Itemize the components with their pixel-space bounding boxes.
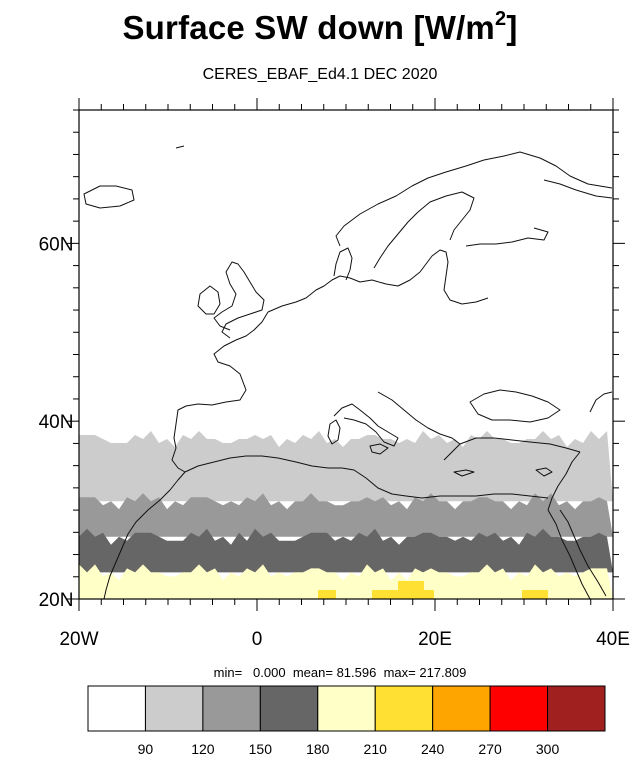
coastline-ireland (197, 285, 221, 315)
coastline-north-africa (184, 455, 549, 499)
field-patch-210-240 (372, 590, 434, 599)
field-patch-210-240 (398, 581, 424, 590)
colorbar-label: 240 (421, 741, 445, 757)
colorbar-labels: 90 120 150 180 210 240 270 300 (138, 741, 560, 757)
colorbar-label: 120 (191, 741, 215, 757)
chart-title: Surface SW down [W/m2] (122, 8, 518, 46)
x-tick-label: 40E (596, 629, 630, 650)
coastline-levant (547, 451, 581, 511)
axis-ticks (67, 98, 625, 611)
chart-subtitle: CERES_EBAF_Ed4.1 DEC 2020 (202, 66, 438, 83)
stats-line: min= 0.000 mean= 81.596 max= 217.809 (213, 665, 467, 680)
coastline-iceland (83, 185, 135, 209)
field-band-150-180 (79, 528, 613, 573)
colorbar-box (144, 685, 204, 732)
sw-field (79, 110, 613, 599)
colorbar-label: 150 (249, 741, 273, 757)
coastline-turkey (459, 437, 581, 453)
coastline-red-sea-east (559, 509, 607, 597)
colorbar-label: 180 (306, 741, 330, 757)
field-band-120-150 (79, 493, 613, 537)
colorbar-box (547, 685, 606, 732)
coastline-sardinia (327, 419, 341, 445)
x-tick-label: 20W (59, 629, 98, 650)
colorbar-box (374, 685, 434, 732)
colorbar-box (432, 685, 491, 732)
colorbar-label: 90 (138, 741, 154, 757)
coastline-crete (453, 469, 475, 477)
field-band-180-210 (79, 564, 613, 599)
field-patch-210-240 (522, 590, 548, 599)
colorbar-box (317, 685, 376, 732)
field-band-90-120 (79, 430, 613, 502)
coastline-uk (213, 261, 265, 339)
coastline-red-sea (547, 509, 591, 599)
coastline-north-sea (267, 271, 421, 313)
coastline-russia-north (543, 179, 613, 199)
coastline-italy (333, 403, 399, 447)
coastline-black-sea (469, 389, 561, 423)
y-tick-label: 40N (39, 412, 74, 433)
colorbar-label: 300 (536, 741, 560, 757)
colorbar-box (489, 685, 549, 732)
coastline-balkans (377, 391, 461, 461)
coastlines (83, 145, 613, 599)
axis-tick-labels: 20W 0 20E 40E 20N 40N 60N (39, 234, 630, 650)
coastline-scandinavia (335, 151, 613, 247)
colorbar (87, 685, 606, 732)
x-tick-label: 20E (418, 629, 452, 650)
colorbar-box (87, 685, 146, 732)
y-tick-label: 20N (39, 590, 74, 611)
coastline-sicily (369, 443, 389, 455)
field-patch-210-240 (318, 590, 336, 599)
colorbar-label: 210 (364, 741, 388, 757)
coastline-iberia-france (171, 311, 269, 473)
coastline-svalbard-arc (175, 145, 185, 149)
coastline-denmark (333, 247, 353, 281)
coastline-sweden (373, 191, 475, 269)
coastline-morocco-west (103, 471, 186, 599)
x-tick-label: 0 (252, 629, 263, 650)
coastline-gulf-finland (465, 227, 549, 247)
colorbar-box (259, 685, 319, 732)
coastline-cyprus (535, 467, 553, 477)
coastline-caspian (589, 391, 613, 413)
colorbar-label: 270 (478, 741, 502, 757)
y-tick-label: 60N (39, 234, 74, 255)
colorbar-box (202, 685, 261, 732)
field-band-<90 (79, 110, 613, 439)
coastline-baltic (419, 249, 489, 305)
